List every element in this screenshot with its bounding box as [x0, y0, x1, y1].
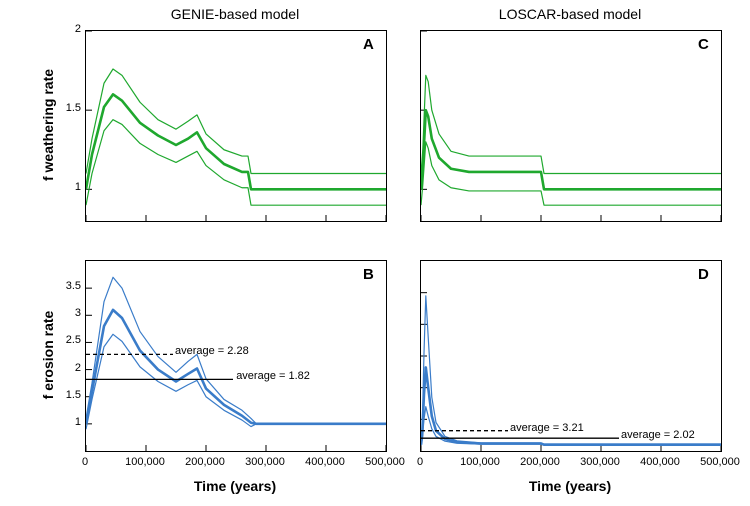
xtick-B-200000: 200,000: [180, 456, 230, 468]
ylabel-weathering: f weathering rate: [40, 30, 56, 220]
ytick-A-1: 1: [75, 181, 81, 193]
xlabel-B: Time (years): [85, 478, 385, 494]
ytick-B-3: 3: [75, 307, 81, 319]
ytick-A-2: 2: [75, 23, 81, 35]
xlabel-D: Time (years): [420, 478, 720, 494]
xtick-B-100000: 100,000: [120, 456, 170, 468]
panel-A-svg: [86, 31, 386, 221]
xtick-B-400000: 400,000: [300, 456, 350, 468]
ytick-B-3.5: 3.5: [66, 280, 81, 292]
series-A-0: [86, 69, 386, 174]
series-C-0: [421, 75, 721, 173]
figure-root: GENIE-based model LOSCAR-based model f wea…: [0, 0, 750, 506]
panel-C: [420, 30, 722, 222]
ytick-B-1: 1: [75, 416, 81, 428]
avg-label-B-1: average = 1.82: [236, 370, 310, 382]
xtick-B-0: 0: [60, 456, 110, 468]
panel-letter-B: B: [363, 266, 374, 283]
avg-label-D-1: average = 2.02: [621, 429, 695, 441]
ytick-B-2: 2: [75, 362, 81, 374]
avg-label-D-0: average = 3.21: [510, 422, 584, 434]
xtick-B-300000: 300,000: [240, 456, 290, 468]
xtick-D-0: 0: [395, 456, 445, 468]
xtick-D-500000: 500,000: [695, 456, 745, 468]
series-A-1: [86, 94, 386, 189]
series-C-1: [421, 110, 721, 189]
ytick-A-1.5: 1.5: [66, 102, 81, 114]
ylabel-erosion: f erosion rate: [40, 260, 56, 450]
panel-C-svg: [421, 31, 721, 221]
ytick-B-2.5: 2.5: [66, 334, 81, 346]
xtick-D-200000: 200,000: [515, 456, 565, 468]
xtick-D-400000: 400,000: [635, 456, 685, 468]
col-title-right: LOSCAR-based model: [420, 6, 720, 22]
xtick-D-100000: 100,000: [455, 456, 505, 468]
panel-letter-A: A: [363, 36, 374, 53]
series-A-2: [86, 120, 386, 206]
col-title-left: GENIE-based model: [85, 6, 385, 22]
avg-label-B-0: average = 2.28: [175, 345, 249, 357]
panel-A: [85, 30, 387, 222]
panel-letter-C: C: [698, 36, 709, 53]
ytick-B-1.5: 1.5: [66, 389, 81, 401]
xtick-D-300000: 300,000: [575, 456, 625, 468]
panel-letter-D: D: [698, 266, 709, 283]
